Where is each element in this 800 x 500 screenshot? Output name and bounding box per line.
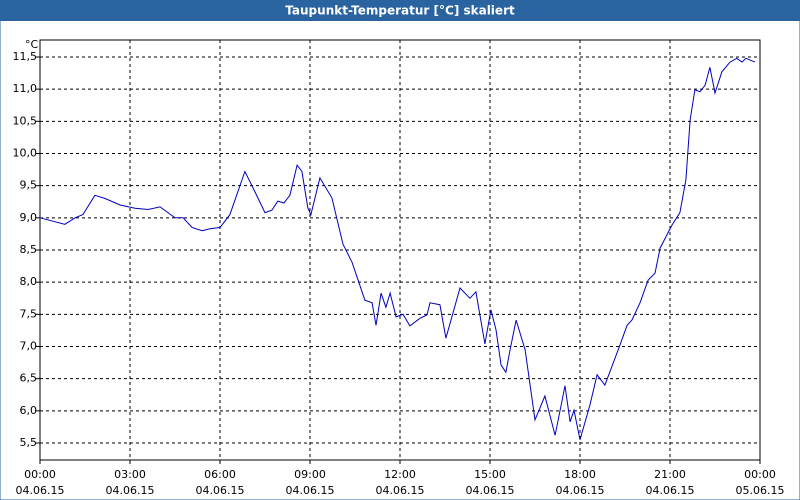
y-tick-label: 11,5 [13, 50, 38, 63]
series-line [39, 57, 756, 440]
x-tick-date: 04.06.15 [646, 484, 695, 497]
y-tick-label: 9,0 [20, 211, 38, 224]
chart-title: Taupunkt-Temperatur [°C] skaliert [285, 4, 515, 18]
y-tick-label: 7,0 [20, 340, 38, 353]
x-tick-label: 00:00 [24, 468, 56, 481]
x-tick-date: 04.06.15 [196, 484, 245, 497]
y-tick-label: 6,0 [20, 404, 38, 417]
x-tick-date: 04.06.15 [556, 484, 605, 497]
x-tick-label: 15:00 [474, 468, 506, 481]
y-unit: °C [25, 38, 39, 51]
y-tick-label: 9,5 [20, 179, 38, 192]
y-tick-label: 11,0 [13, 82, 38, 95]
y-tick-label: 8,0 [20, 275, 38, 288]
y-tick-label: 10,5 [13, 114, 38, 127]
x-tick-label: 21:00 [654, 468, 686, 481]
x-tick-date: 04.06.15 [16, 484, 65, 497]
y-tick-label: 6,5 [20, 372, 38, 385]
x-tick-label: 00:00 [744, 468, 776, 481]
y-tick-label: 7,5 [20, 307, 38, 320]
y-tick-label: 5,5 [20, 436, 38, 449]
y-tick-label: 10,0 [13, 146, 38, 159]
x-tick-label: 06:00 [204, 468, 236, 481]
x-tick-date: 04.06.15 [286, 484, 335, 497]
x-tick-date: 04.06.15 [466, 484, 515, 497]
x-tick-label: 18:00 [564, 468, 596, 481]
x-tick-date: 05.06.15 [736, 484, 785, 497]
x-tick-label: 12:00 [384, 468, 416, 481]
y-tick-label: 8,5 [20, 243, 38, 256]
x-tick-date: 04.06.15 [106, 484, 155, 497]
x-tick-date: 04.06.15 [376, 484, 425, 497]
title-bar [0, 0, 800, 21]
x-tick-label: 03:00 [114, 468, 146, 481]
x-tick-label: 09:00 [294, 468, 326, 481]
